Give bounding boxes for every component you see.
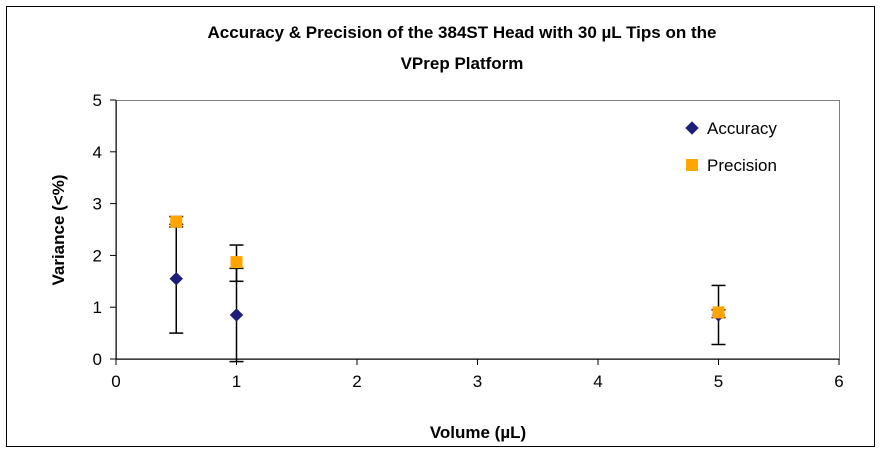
precision-point xyxy=(170,215,183,228)
legend-label-accuracy: Accuracy xyxy=(707,119,777,138)
x-tick-label: 0 xyxy=(111,372,120,391)
chart-title-line-1: Accuracy & Precision of the 384ST Head w… xyxy=(208,23,717,42)
x-tick-label: 3 xyxy=(473,372,482,391)
data-markers xyxy=(169,215,726,322)
x-tick-label: 2 xyxy=(352,372,361,391)
chart-title-line-2: VPrep Platform xyxy=(401,54,524,73)
accuracy-point xyxy=(229,308,244,322)
y-axis-title: Variance (<%) xyxy=(49,174,68,285)
x-tick-label: 1 xyxy=(232,372,241,391)
y-tick-label: 1 xyxy=(93,298,102,317)
y-tick-label: 5 xyxy=(93,91,102,110)
legend-label-precision: Precision xyxy=(707,156,777,175)
x-tick-label: 6 xyxy=(834,372,843,391)
y-tick-label: 3 xyxy=(93,195,102,214)
precision-point xyxy=(230,256,243,269)
x-tick-label: 5 xyxy=(714,372,723,391)
y-tick-label: 2 xyxy=(93,246,102,265)
legend: Accuracy Precision xyxy=(685,119,777,175)
legend-marker-precision xyxy=(686,159,698,171)
x-axis-title: Volume (µL) xyxy=(430,423,526,442)
y-tick-label: 0 xyxy=(93,350,102,369)
plot-area xyxy=(116,100,840,360)
x-tick-label: 4 xyxy=(593,372,602,391)
legend-marker-accuracy xyxy=(685,121,699,135)
y-tick-label: 4 xyxy=(93,143,102,162)
precision-point xyxy=(712,306,725,319)
accuracy-point xyxy=(169,272,183,286)
